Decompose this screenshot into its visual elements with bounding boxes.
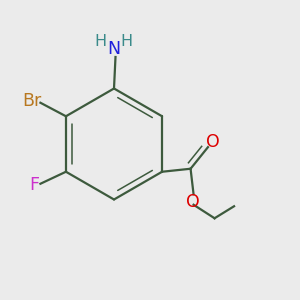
Text: F: F: [29, 176, 39, 194]
Text: H: H: [94, 34, 106, 49]
Text: N: N: [107, 40, 121, 58]
Text: O: O: [206, 133, 220, 151]
Text: H: H: [121, 34, 133, 49]
Text: Br: Br: [22, 92, 41, 110]
Text: O: O: [186, 193, 200, 211]
